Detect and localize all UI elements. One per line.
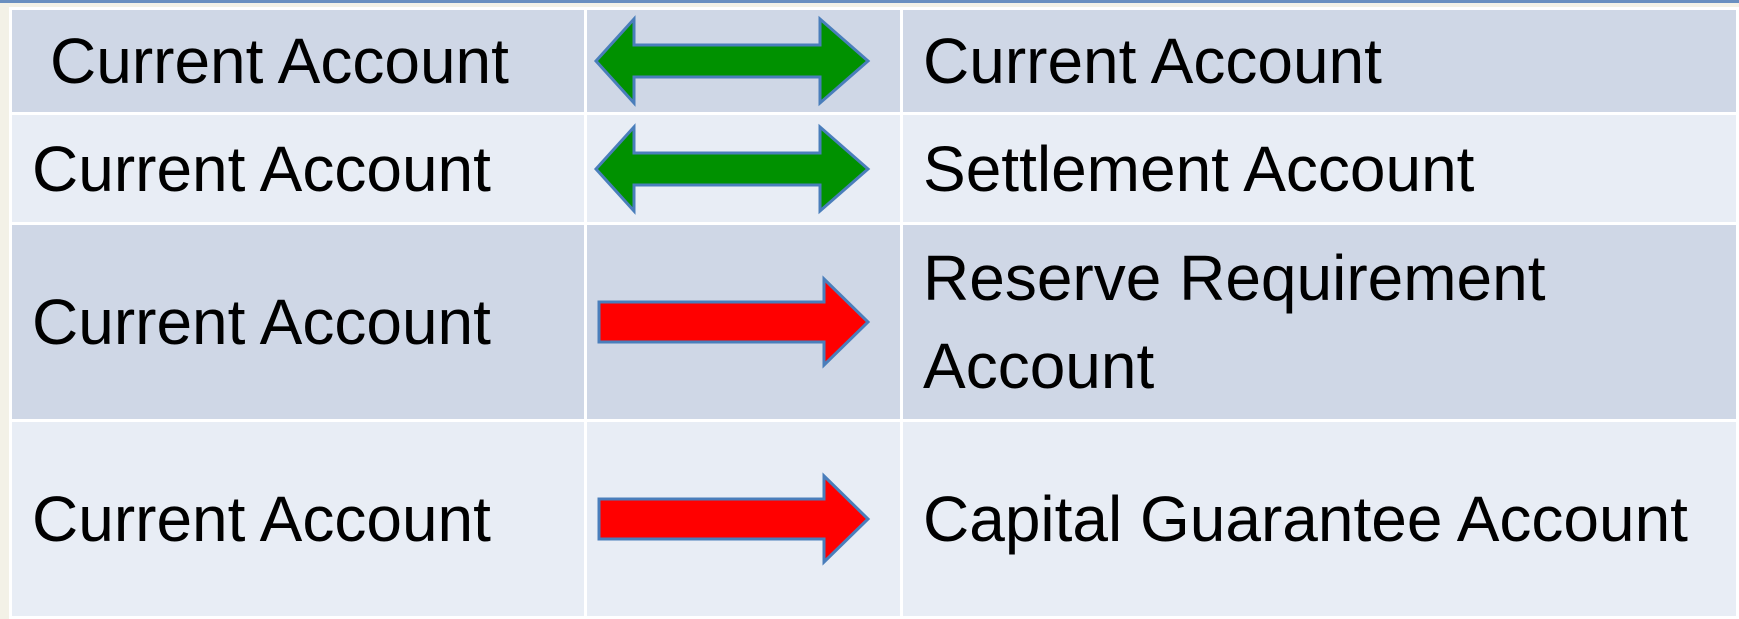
source-cell: Current Account bbox=[9, 222, 587, 422]
table-row: Current Account Current Account bbox=[9, 7, 1739, 115]
source-cell: Current Account bbox=[9, 112, 587, 225]
two-way-arrow bbox=[593, 15, 871, 107]
mapping-table: Current Account Current Account Current … bbox=[9, 7, 1739, 619]
two-way-arrow bbox=[593, 122, 871, 215]
table-row: Current Account Capital Guarantee Accoun… bbox=[9, 419, 1739, 619]
target-cell: Reserve Requirement Account bbox=[900, 222, 1739, 422]
target-cell: Current Account bbox=[900, 7, 1739, 115]
one-way-arrow bbox=[597, 472, 871, 566]
source-cell: Current Account bbox=[9, 419, 587, 619]
arrow-cell bbox=[584, 7, 903, 115]
arrow-cell bbox=[584, 222, 903, 422]
one-way-arrow bbox=[597, 275, 871, 369]
target-cell: Capital Guarantee Account bbox=[900, 419, 1739, 619]
target-cell: Settlement Account bbox=[900, 112, 1739, 225]
arrow-cell bbox=[584, 112, 903, 225]
arrow-cell bbox=[584, 419, 903, 619]
table-row: Current Account Settlement Account bbox=[9, 112, 1739, 225]
top-rule bbox=[0, 0, 1739, 3]
table-row: Current Account Reserve Requirement Acco… bbox=[9, 222, 1739, 422]
source-cell: Current Account bbox=[9, 7, 587, 115]
